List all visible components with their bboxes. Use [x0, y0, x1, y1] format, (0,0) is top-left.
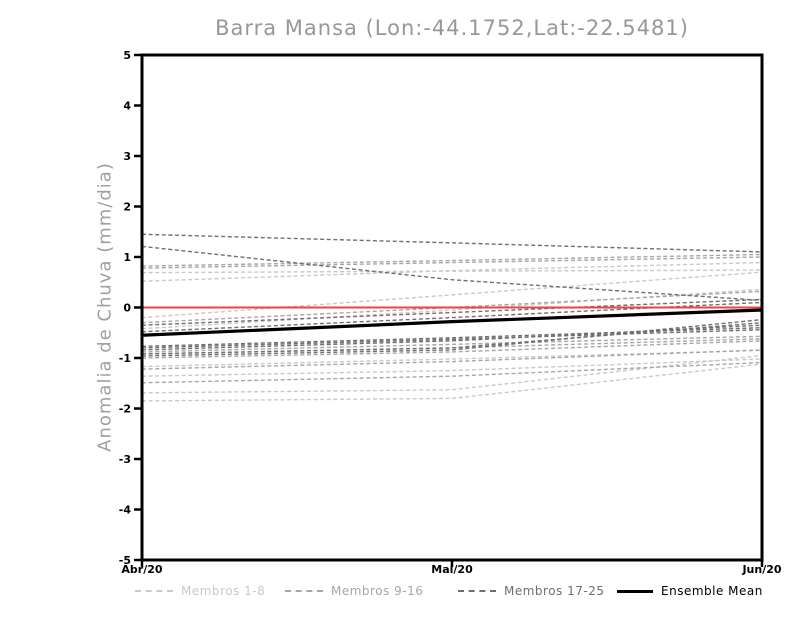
y-tick-label: -1: [119, 352, 131, 365]
x-tick-label: Mai/20: [431, 563, 473, 576]
y-tick-label: -4: [119, 504, 132, 517]
member-line: [141, 338, 763, 355]
member-line: [141, 329, 763, 349]
x-tick-label: Jun/20: [741, 563, 781, 576]
member-line: [141, 358, 763, 377]
legend-line-sample-membros-1-8: [135, 590, 173, 592]
y-tick-label: 2: [123, 201, 131, 214]
legend: Membros 1-8 Membros 9-16 Membros 17-25 E…: [0, 584, 800, 602]
legend-line-sample-membros-9-16: [285, 590, 323, 592]
legend-label-membros-1-8: Membros 1-8: [181, 584, 266, 598]
member-line: [141, 253, 763, 267]
member-line: [141, 245, 763, 302]
member-line: [141, 349, 763, 368]
legend-label-membros-9-16: Membros 9-16: [331, 584, 424, 598]
member-line: [141, 340, 763, 359]
legend-line-sample-ensemble-mean: [617, 589, 653, 593]
y-tick-label: -3: [119, 453, 131, 466]
member-line: [141, 363, 763, 402]
y-tick-label: -5: [119, 554, 131, 567]
member-line: [141, 256, 763, 269]
legend-item-membros-1-8: Membros 1-8: [135, 584, 265, 598]
y-tick-label: 1: [123, 251, 131, 264]
y-tick-label: 4: [123, 100, 131, 113]
legend-label-membros-17-25: Membros 17-25: [504, 584, 605, 598]
legend-item-membros-9-16: Membros 9-16: [285, 584, 423, 598]
member-line: [141, 233, 763, 253]
member-line: [141, 349, 763, 370]
member-line: [141, 321, 763, 355]
plot-border: [140, 53, 764, 562]
member-line: [141, 261, 763, 282]
member-line: [141, 318, 763, 357]
member-line: [141, 271, 763, 319]
member-line: [141, 298, 763, 326]
x-tick-label: Abr/20: [121, 563, 162, 576]
y-tick-label: -2: [119, 403, 131, 416]
legend-line-sample-membros-17-25: [458, 590, 496, 592]
ensemble-mean-line: [141, 308, 763, 337]
legend-item-ensemble-mean: Ensemble Mean: [617, 584, 763, 598]
legend-label-ensemble-mean: Ensemble Mean: [661, 584, 763, 598]
y-tick-label: 3: [123, 150, 131, 163]
member-line: [141, 335, 763, 353]
chart-title: Barra Mansa (Lon:-44.1752,Lat:-22.5481): [215, 16, 689, 40]
y-tick-label: 0: [123, 302, 131, 315]
member-line: [141, 269, 763, 274]
member-line: [141, 361, 763, 384]
y-tick-label: 5: [123, 49, 131, 62]
legend-item-membros-17-25: Membros 17-25: [458, 584, 605, 598]
